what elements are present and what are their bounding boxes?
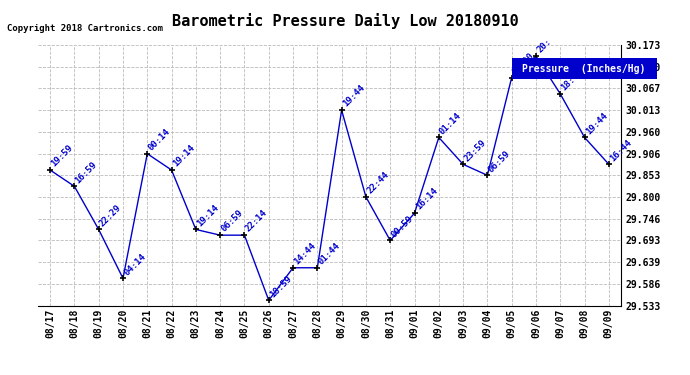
Text: 00:00: 00:00 xyxy=(511,51,536,76)
Text: 01:14: 01:14 xyxy=(438,111,464,136)
Text: 18:59: 18:59 xyxy=(268,274,293,299)
Text: 06:59: 06:59 xyxy=(486,148,512,174)
Text: 22:44: 22:44 xyxy=(365,170,391,195)
Text: Barometric Pressure Daily Low 20180910: Barometric Pressure Daily Low 20180910 xyxy=(172,13,518,29)
Text: 04:14: 04:14 xyxy=(122,252,148,277)
Text: 19:44: 19:44 xyxy=(341,83,366,109)
Text: 06:59: 06:59 xyxy=(219,209,245,234)
Text: 00:59: 00:59 xyxy=(389,214,415,239)
Text: 19:14: 19:14 xyxy=(195,203,220,228)
Text: 22:14: 22:14 xyxy=(244,209,269,234)
Text: 16:59: 16:59 xyxy=(74,160,99,185)
Text: Copyright 2018 Cartronics.com: Copyright 2018 Cartronics.com xyxy=(7,24,163,33)
Text: 16:14: 16:14 xyxy=(414,186,439,212)
Text: 00:14: 00:14 xyxy=(146,127,172,152)
Text: 20:: 20: xyxy=(535,37,553,55)
Text: 19:44: 19:44 xyxy=(584,111,609,136)
Text: 18:44: 18:44 xyxy=(560,67,585,93)
Text: 14:44: 14:44 xyxy=(293,241,317,266)
Text: 22:29: 22:29 xyxy=(98,203,124,228)
Text: 01:44: 01:44 xyxy=(317,241,342,266)
Text: 16:44: 16:44 xyxy=(608,138,633,163)
Text: 19:59: 19:59 xyxy=(49,143,75,169)
Text: Pressure  (Inches/Hg): Pressure (Inches/Hg) xyxy=(522,64,646,74)
Text: 19:14: 19:14 xyxy=(171,143,196,169)
Text: 23:59: 23:59 xyxy=(462,138,488,163)
